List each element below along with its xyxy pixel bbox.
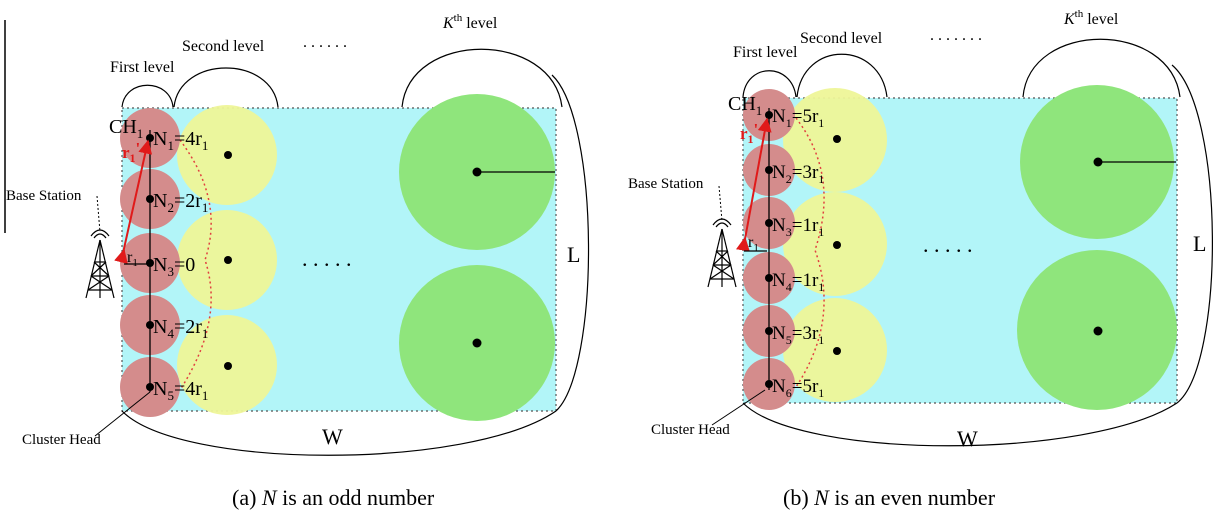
middle-dots-a: . . . . . xyxy=(302,246,352,271)
node-label-n4: N4=1r1 xyxy=(772,270,824,294)
l-label-b: L xyxy=(1193,231,1206,256)
r1-prime-label-b: r1' xyxy=(740,120,758,146)
cluster-head-label-b: Cluster Head xyxy=(651,422,730,438)
middle-dots-b: . . . . . xyxy=(923,232,973,257)
top-dots-b: . . . . . . . xyxy=(930,27,982,44)
top-dots-a: . . . . . . xyxy=(303,34,347,51)
node-label-n3: N3=0 xyxy=(153,254,195,279)
r1-label-b: r1 xyxy=(748,234,759,254)
ch-label-a: CH1 xyxy=(109,116,143,141)
caption-a: (a) N is an odd number xyxy=(232,485,435,510)
second-level-label-b: Second level xyxy=(800,30,883,47)
panel-a: First level Second level . . . . . . Kth… xyxy=(6,12,590,510)
base-station-tower-a xyxy=(85,229,115,299)
node-labels-a: N1=4r1 N2=2r1 N3=0 N4=2r1 N5=4r1 xyxy=(153,128,208,403)
first-level-label-b: First level xyxy=(733,44,798,61)
r1-label-a: r1 xyxy=(127,249,138,269)
l-label-a: L xyxy=(567,242,580,267)
node-labels-b: N1=5r1 N2=3r1 N3=1r1 N4=1r1 N5=3r1 N6=5r1 xyxy=(772,106,824,400)
caption-b: (b) N is an even number xyxy=(783,485,996,510)
kth-level-label-a: Kth level xyxy=(442,12,498,32)
node-label-n5: N5=3r1 xyxy=(772,323,824,347)
level-arcs-a xyxy=(121,48,590,456)
w-label-b: W xyxy=(957,426,978,451)
ch-label-b: CH1 xyxy=(728,93,762,118)
node-label-n5: N5=4r1 xyxy=(153,378,208,403)
node-label-n1: N1=5r1 xyxy=(772,106,824,130)
kth-level-label-b: Kth level xyxy=(1063,8,1119,28)
node-label-n2: N2=2r1 xyxy=(153,190,208,215)
node-label-n1: N1=4r1 xyxy=(153,128,208,153)
node-label-n2: N2=3r1 xyxy=(772,162,824,186)
cluster-head-label-a: Cluster Head xyxy=(22,432,101,448)
w-label-a: W xyxy=(322,424,343,449)
node-label-n6: N6=5r1 xyxy=(772,376,824,400)
node-label-n3: N3=1r1 xyxy=(772,215,824,239)
panel-b: First level Second level . . . . . . . K… xyxy=(628,8,1213,510)
base-station-label-b: Base Station xyxy=(628,176,704,192)
base-station-label-a: Base Station xyxy=(6,188,82,204)
second-level-label-a: Second level xyxy=(182,38,265,55)
node-dots-b xyxy=(765,111,1103,388)
r1-prime-label-a: r1' xyxy=(122,139,140,165)
base-station-tower-b xyxy=(707,218,737,288)
node-label-n4: N4=2r1 xyxy=(153,316,208,341)
first-level-label-a: First level xyxy=(110,59,175,76)
level-arcs-b xyxy=(742,38,1213,447)
